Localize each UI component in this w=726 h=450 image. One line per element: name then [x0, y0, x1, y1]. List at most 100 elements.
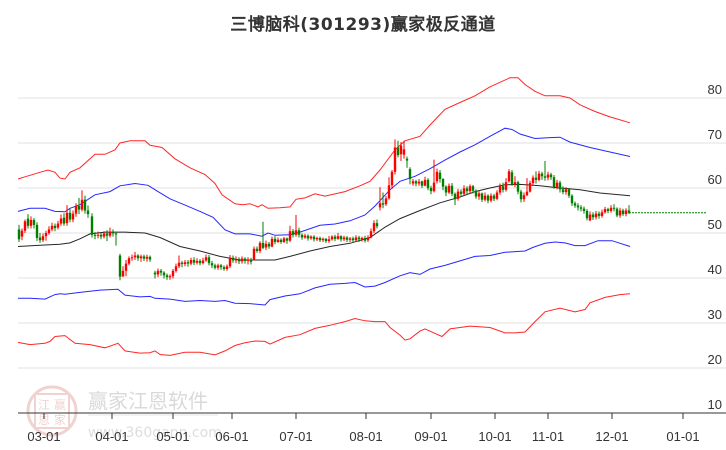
watermark-seal-char: 恩 — [38, 413, 50, 427]
candle — [86, 205, 90, 218]
candle — [17, 224, 21, 242]
candle — [47, 226, 51, 235]
x-tick-label: 05-01 — [156, 429, 189, 444]
x-tick-label: 04-01 — [95, 429, 128, 444]
candle — [219, 264, 223, 270]
candle — [609, 205, 613, 213]
candle — [327, 236, 331, 243]
candle — [399, 142, 403, 161]
candle — [477, 191, 481, 200]
candle — [297, 227, 301, 238]
candle — [546, 171, 550, 181]
y-axis: 10 20 30 40 50 60 70 80 — [708, 82, 722, 412]
candle — [118, 253, 122, 281]
candle — [615, 207, 619, 218]
y-tick-label: 80 — [708, 82, 722, 97]
candle — [189, 257, 193, 266]
candle — [456, 188, 460, 201]
candle — [588, 211, 592, 222]
y-tick-label: 30 — [708, 307, 722, 322]
candle — [366, 235, 370, 242]
candle — [303, 233, 307, 239]
candle — [32, 218, 36, 229]
candle — [127, 256, 131, 266]
candlesticks — [17, 139, 631, 281]
candle — [441, 178, 445, 191]
candle — [252, 246, 256, 261]
candle — [468, 184, 472, 194]
candle — [291, 228, 295, 238]
candle — [402, 140, 406, 159]
candle — [375, 219, 379, 229]
candle — [77, 197, 81, 215]
candle — [255, 246, 259, 253]
candle — [510, 170, 514, 186]
candle — [525, 178, 529, 197]
candle — [234, 256, 238, 264]
candle — [612, 204, 616, 212]
chart-title: 三博脑科(301293)赢家极反通道 — [230, 15, 496, 35]
candle — [621, 208, 625, 216]
candle — [549, 172, 553, 180]
candle — [130, 254, 134, 261]
candle — [567, 188, 571, 198]
candle — [471, 184, 475, 194]
candle — [537, 170, 541, 182]
candle — [624, 208, 628, 217]
candle — [96, 231, 100, 239]
candle — [222, 265, 226, 271]
candle — [348, 237, 352, 242]
candle — [600, 209, 604, 218]
candle — [606, 207, 610, 214]
candle — [174, 263, 178, 273]
candle — [309, 235, 313, 240]
candle — [53, 223, 57, 232]
candle — [381, 192, 385, 209]
candle — [522, 192, 526, 202]
candle — [507, 169, 511, 183]
x-tick-label: 12-01 — [595, 429, 628, 444]
candle — [333, 234, 337, 242]
candle — [243, 257, 247, 264]
candle — [405, 156, 409, 168]
y-tick-label: 40 — [708, 262, 722, 277]
x-tick-label: 08-01 — [349, 429, 382, 444]
candle — [531, 175, 535, 186]
x-tick-label: 07-01 — [279, 429, 312, 444]
candle — [105, 230, 109, 242]
candle — [204, 254, 208, 262]
candle — [294, 215, 298, 237]
candle — [114, 232, 118, 246]
x-tick-label: 06-01 — [215, 429, 248, 444]
candle — [207, 255, 211, 266]
candle — [198, 259, 202, 266]
candle — [585, 209, 589, 221]
candle — [513, 176, 517, 188]
candle — [156, 268, 160, 278]
candle — [80, 190, 84, 212]
candle — [183, 260, 187, 267]
candle — [342, 235, 346, 242]
candle — [351, 236, 355, 243]
candle — [246, 257, 250, 265]
candle — [561, 186, 565, 195]
y-tick-label: 10 — [708, 397, 722, 412]
candle — [108, 227, 112, 238]
candle — [38, 233, 42, 243]
candle — [288, 225, 292, 242]
x-tick-label: 10-01 — [478, 429, 511, 444]
candle — [20, 228, 24, 241]
candle — [159, 269, 163, 276]
candle — [26, 214, 30, 229]
candle — [540, 171, 544, 180]
candle — [315, 236, 319, 242]
candle — [195, 258, 199, 265]
outer-lower-band — [17, 293, 631, 356]
candle — [390, 170, 394, 189]
candle — [555, 179, 559, 190]
y-tick-label: 20 — [708, 352, 722, 367]
candle — [435, 168, 439, 184]
candle — [139, 254, 143, 262]
candle — [111, 229, 115, 237]
candle — [411, 179, 415, 186]
